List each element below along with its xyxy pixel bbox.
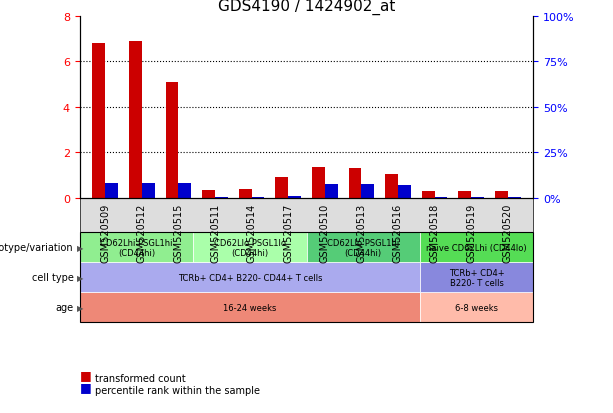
- Bar: [420, 263, 533, 292]
- Text: ▶: ▶: [77, 303, 83, 312]
- Bar: [178, 184, 191, 198]
- Text: naive CD62Lhi (CD44lo): naive CD62Lhi (CD44lo): [426, 243, 527, 252]
- Text: 6-8 weeks: 6-8 weeks: [455, 303, 498, 312]
- Bar: [325, 184, 338, 198]
- Bar: [80, 198, 533, 233]
- Bar: [166, 83, 178, 198]
- Bar: [422, 192, 435, 198]
- Text: ▶: ▶: [77, 243, 83, 252]
- Bar: [142, 184, 154, 198]
- Bar: [420, 233, 533, 263]
- Bar: [80, 292, 420, 322]
- Bar: [93, 44, 105, 198]
- Text: 16-24 weeks: 16-24 weeks: [223, 303, 276, 312]
- Text: CD62Lhi PSGL1hi
(CD44hi): CD62Lhi PSGL1hi (CD44hi): [100, 238, 173, 257]
- Text: cell type: cell type: [32, 273, 74, 282]
- Text: transformed count: transformed count: [95, 373, 186, 383]
- Bar: [306, 233, 420, 263]
- Bar: [312, 168, 325, 198]
- Text: genotype/variation: genotype/variation: [0, 243, 74, 253]
- Bar: [202, 190, 215, 198]
- Text: ■: ■: [80, 368, 91, 381]
- Bar: [275, 178, 288, 198]
- Text: CD62Llo PSGL1lo
(CD44hi): CD62Llo PSGL1lo (CD44hi): [214, 238, 286, 257]
- Bar: [80, 263, 420, 292]
- Text: ■: ■: [80, 380, 91, 393]
- Bar: [105, 184, 118, 198]
- Text: TCRb+ CD4+
B220- T cells: TCRb+ CD4+ B220- T cells: [449, 268, 504, 287]
- Text: CD62Llo PSGL1hi
(CD44hi): CD62Llo PSGL1hi (CD44hi): [327, 238, 399, 257]
- Bar: [80, 233, 533, 322]
- Text: ▶: ▶: [77, 273, 83, 282]
- Bar: [193, 233, 306, 263]
- Bar: [459, 192, 471, 198]
- Bar: [420, 292, 533, 322]
- Bar: [398, 185, 411, 198]
- Bar: [129, 42, 142, 198]
- Bar: [80, 233, 193, 263]
- Bar: [385, 174, 398, 198]
- Bar: [349, 169, 362, 198]
- Bar: [288, 196, 301, 198]
- Bar: [239, 189, 251, 198]
- Text: percentile rank within the sample: percentile rank within the sample: [95, 385, 260, 395]
- Text: TCRb+ CD4+ B220- CD44+ T cells: TCRb+ CD4+ B220- CD44+ T cells: [178, 273, 322, 282]
- Bar: [362, 185, 374, 198]
- Text: age: age: [55, 302, 74, 312]
- Bar: [495, 192, 508, 198]
- Title: GDS4190 / 1424902_at: GDS4190 / 1424902_at: [218, 0, 395, 15]
